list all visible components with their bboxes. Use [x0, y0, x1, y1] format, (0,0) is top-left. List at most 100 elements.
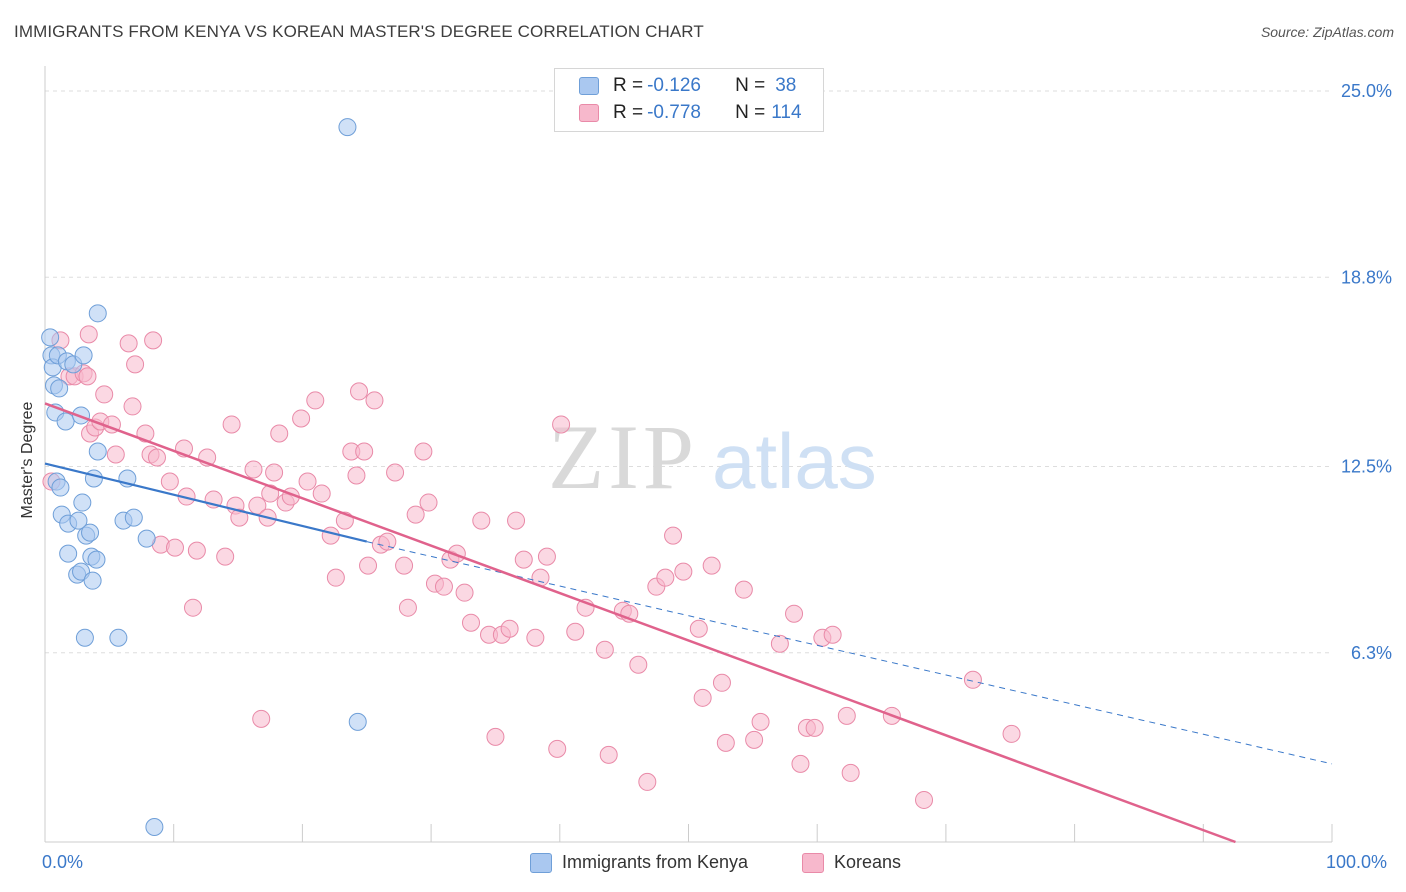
- watermark: ZIP atlas: [548, 406, 877, 508]
- korean-point: [312, 484, 331, 503]
- kenya-point: [124, 508, 143, 527]
- y-tick-label: 12.5%: [1341, 457, 1392, 477]
- korean-point: [406, 505, 425, 524]
- kenya-point: [51, 478, 70, 497]
- korean-point: [147, 448, 166, 467]
- korean-point: [599, 745, 618, 764]
- series-legend-kenya[interactable]: Immigrants from Kenya: [530, 852, 748, 873]
- korean-point: [566, 622, 585, 641]
- korean-point: [716, 733, 735, 752]
- watermark-atlas: atlas: [712, 417, 877, 505]
- korean-point: [326, 568, 345, 587]
- korean-point: [144, 331, 163, 350]
- korean-point: [347, 466, 366, 485]
- kenya-point: [338, 118, 357, 137]
- korean-trend-line: [44, 402, 1236, 844]
- korean-point: [537, 547, 556, 566]
- legend-r-label: R =: [613, 102, 644, 123]
- kenya-trend-line: [44, 462, 368, 543]
- kenya-point: [137, 529, 156, 548]
- korean-point: [306, 391, 325, 410]
- korean-points: [42, 325, 1021, 809]
- legend-row-korean: R = -0.778 N = 114: [579, 101, 802, 125]
- korean-point: [79, 325, 98, 344]
- korean-point: [841, 763, 860, 782]
- korean-point: [805, 718, 824, 737]
- korean-point: [461, 613, 480, 632]
- korean-point: [365, 391, 384, 410]
- series-legend: Immigrants from Kenya Koreans: [0, 852, 1406, 876]
- kenya-point: [74, 346, 93, 365]
- legend-n-label: N =: [735, 102, 766, 123]
- trend-lines: [44, 402, 1333, 844]
- korean-point: [629, 655, 648, 674]
- korean-point: [455, 583, 474, 602]
- korean-point: [395, 556, 414, 575]
- korean-point: [674, 562, 693, 581]
- kenya-point: [145, 817, 164, 836]
- korean-point: [187, 541, 206, 560]
- korean-point: [693, 688, 712, 707]
- y-tick-label: 18.8%: [1341, 267, 1392, 287]
- korean-point: [123, 397, 142, 416]
- korean-point: [230, 508, 249, 527]
- korean-point: [321, 526, 340, 545]
- kenya-point: [50, 379, 69, 398]
- korean-point: [265, 463, 284, 482]
- korean-point: [785, 604, 804, 623]
- korean-point: [915, 790, 934, 809]
- chart-source: Source: ZipAtlas.com: [1260, 24, 1394, 40]
- korean-point: [734, 580, 753, 599]
- kenya-point: [87, 550, 106, 569]
- series-legend-korean[interactable]: Koreans: [802, 852, 901, 873]
- korean-point: [106, 445, 125, 464]
- korean-point: [298, 472, 317, 491]
- kenya-point: [348, 712, 367, 731]
- korean-point: [350, 382, 369, 401]
- korean-point: [552, 415, 571, 434]
- korean-point: [434, 577, 453, 596]
- series-legend-korean-label: Koreans: [834, 852, 902, 872]
- korean-point: [119, 334, 138, 353]
- korean-point: [770, 634, 789, 653]
- korean-point: [595, 640, 614, 659]
- korean-point: [638, 772, 657, 791]
- korean-point: [500, 619, 519, 638]
- korean-point: [689, 619, 708, 638]
- korean-point: [419, 493, 438, 512]
- kenya-point: [88, 442, 107, 461]
- y-tick-label: 25.0%: [1341, 81, 1392, 101]
- legend-swatch-kenya: [579, 77, 599, 95]
- axes: [44, 66, 1333, 843]
- korean-point: [252, 709, 271, 728]
- kenya-point: [59, 544, 78, 563]
- korean-point: [126, 355, 145, 374]
- legend-r-value: -0.126: [647, 75, 701, 96]
- korean-point: [359, 556, 378, 575]
- x-tick-label-min: 0.0%: [42, 852, 84, 872]
- kenya-point: [88, 304, 107, 323]
- korean-point: [472, 511, 491, 530]
- korean-point: [837, 706, 856, 725]
- korean-point: [216, 547, 235, 566]
- kenya-point: [41, 328, 60, 347]
- korean-point: [160, 472, 179, 491]
- korean-point: [751, 712, 770, 731]
- series-swatch-kenya: [530, 852, 552, 873]
- korean-point: [222, 415, 241, 434]
- korean-point: [548, 739, 567, 758]
- y-tick-label: 6.3%: [1351, 643, 1392, 663]
- kenya-point: [75, 628, 94, 647]
- korean-point: [526, 628, 545, 647]
- korean-point: [486, 727, 505, 746]
- korean-point: [823, 625, 842, 644]
- korean-point: [664, 526, 683, 545]
- kenya-trend-extension: [366, 541, 1333, 765]
- kenya-point: [84, 469, 103, 488]
- legend-n-label: N =: [735, 75, 766, 96]
- korean-point: [963, 670, 982, 689]
- korean-point: [414, 442, 433, 461]
- korean-point: [1002, 724, 1021, 743]
- korean-point: [514, 550, 533, 569]
- korean-point: [78, 367, 97, 386]
